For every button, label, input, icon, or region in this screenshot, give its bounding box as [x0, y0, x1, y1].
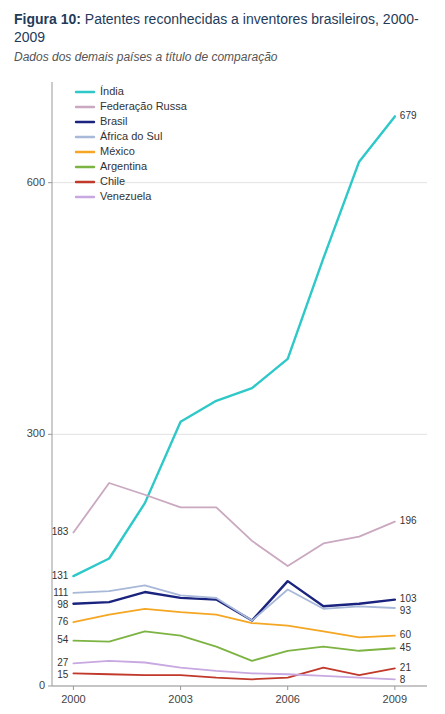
legend-item: Índia — [76, 85, 125, 97]
x-tick — [180, 686, 181, 690]
y-tick — [48, 182, 52, 183]
legend-label: Argentina — [100, 160, 148, 172]
x-axis-line — [52, 686, 427, 687]
data-label: 27 — [57, 657, 69, 668]
x-tick-label: 2009 — [383, 693, 407, 705]
legend-swatch — [76, 181, 94, 183]
y-tick — [48, 686, 52, 687]
chart: 0 300 600 2000 2003 2006 2009 183 131 11198 76 54 27… — [0, 68, 445, 714]
legend-label: México — [100, 145, 135, 157]
title-part: Figura 10: — [14, 11, 81, 27]
series-line — [73, 483, 394, 566]
series-line — [73, 585, 394, 620]
series-line — [73, 631, 394, 660]
data-label: 111 — [53, 587, 69, 598]
grid-line — [52, 686, 427, 687]
data-label: 183 — [52, 526, 69, 537]
data-label: 15 — [57, 669, 69, 680]
x-tick-label: 2000 — [61, 693, 85, 705]
legend-item: Venezuela — [76, 190, 152, 202]
legend-label: Índia — [100, 85, 125, 97]
series-line — [73, 609, 394, 638]
legend-label: Brasil — [100, 115, 128, 127]
legend-item: Chile — [76, 175, 125, 187]
legend-swatch — [76, 166, 94, 168]
y-tick-label: 0 — [39, 679, 45, 691]
data-label: 196 — [400, 515, 417, 526]
grid-line — [52, 434, 427, 435]
series-line — [73, 581, 394, 620]
data-label: 76 — [57, 616, 69, 627]
subtitle: Dados dos demais países a título de comp… — [14, 50, 431, 64]
legend-label: Federação Russa — [100, 100, 188, 112]
legend-swatch — [76, 151, 94, 153]
data-labels: 183 131 11198 76 54 2715 679 196 10393 60 45 218 — [52, 110, 417, 685]
y-tick — [48, 434, 52, 435]
plot-area — [73, 116, 394, 679]
legend: Índia Federação Russa Brasil África do Sul M… — [76, 85, 188, 202]
data-label: 98 — [57, 599, 69, 610]
legend-label: Venezuela — [100, 190, 152, 202]
legend-item: Argentina — [76, 160, 148, 172]
data-label: 54 — [57, 634, 69, 645]
y-tick-label: 600 — [27, 176, 45, 188]
x-tick-label: 2003 — [168, 693, 192, 705]
x-tick — [394, 686, 395, 690]
legend-swatch — [76, 196, 94, 198]
x-tick-label: 2006 — [275, 693, 299, 705]
chart-svg: 0 300 600 2000 2003 2006 2009 183 131 11198 76 54 27… — [0, 68, 445, 714]
y-tick-label: 300 — [27, 427, 45, 439]
legend-label: África do Sul — [100, 130, 162, 142]
data-label: 8 — [400, 674, 406, 685]
legend-item: Brasil — [76, 115, 128, 127]
x-tick — [287, 686, 288, 690]
x-tick — [73, 686, 74, 690]
legend-item: Federação Russa — [76, 100, 188, 112]
series-line — [73, 116, 394, 576]
series-line — [73, 661, 394, 679]
legend-item: África do Sul — [76, 130, 162, 142]
title: Figura 10: Patentes reconhecidas a inven… — [14, 10, 431, 46]
legend-swatch — [76, 106, 94, 108]
legend-swatch — [76, 136, 94, 138]
header: Figura 10: Patentes reconhecidas a inven… — [0, 0, 445, 68]
data-label: 21 — [400, 662, 412, 673]
data-label: 131 — [52, 570, 69, 581]
data-label: 103 — [400, 593, 417, 604]
legend-swatch — [76, 91, 94, 93]
data-label: 45 — [400, 642, 412, 653]
legend-swatch — [76, 121, 94, 123]
legend-label: Chile — [100, 175, 125, 187]
legend-item: México — [76, 145, 135, 157]
data-label: 679 — [400, 110, 417, 121]
data-label: 93 — [400, 605, 412, 616]
axes: 0 300 600 2000 2003 2006 2009 — [27, 82, 427, 705]
data-label: 60 — [400, 629, 412, 640]
